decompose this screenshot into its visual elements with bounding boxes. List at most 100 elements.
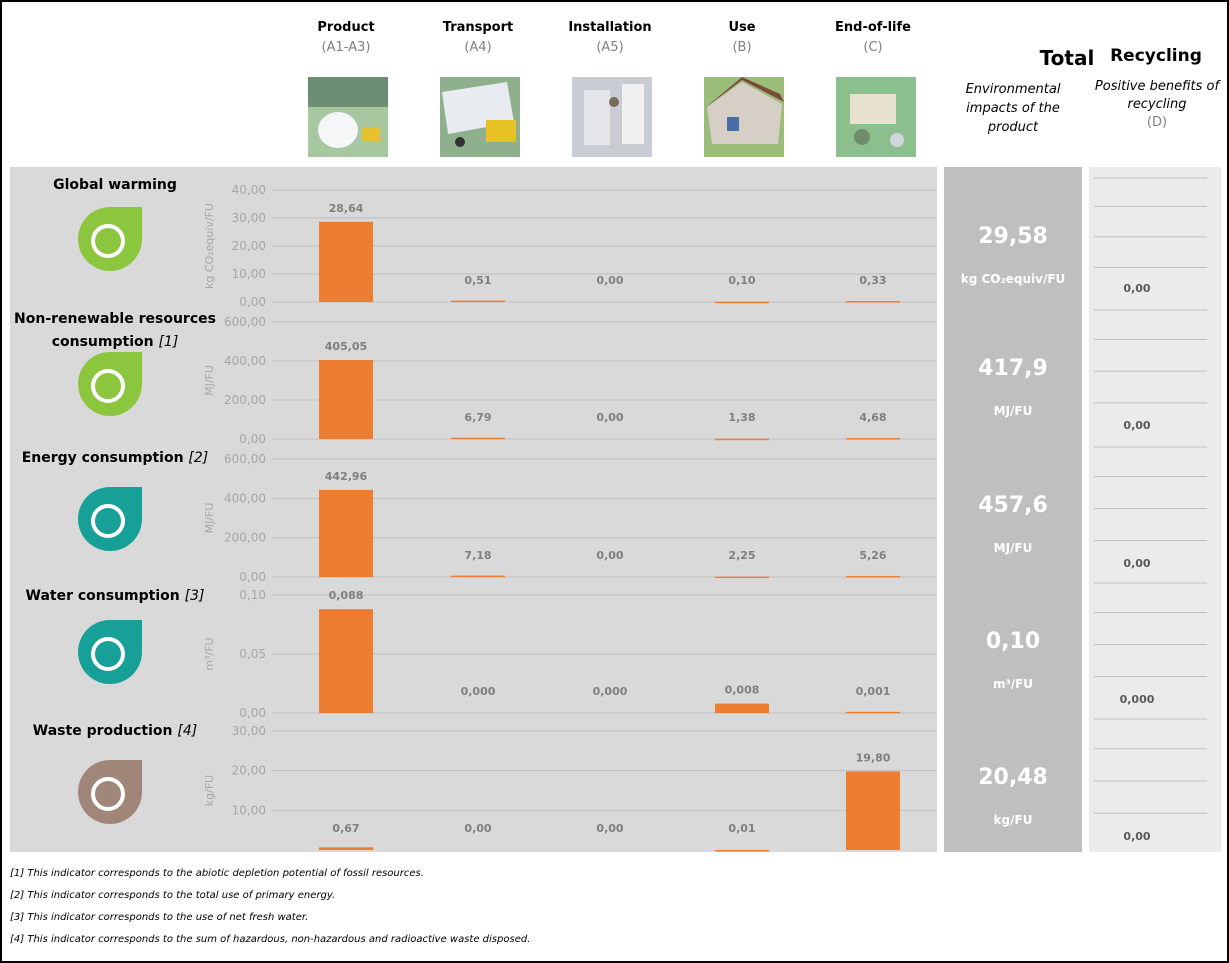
row-title-text: Water consumption: [25, 588, 180, 604]
value-label: 0,008: [725, 684, 760, 697]
value-label: 0,00: [596, 411, 623, 424]
value-label: 0,67: [332, 822, 359, 835]
icon-glyph: [91, 224, 125, 258]
stage-code: (A5): [596, 40, 624, 55]
stage-code: (C): [863, 40, 883, 55]
indicator-icon: [78, 487, 142, 551]
icon-shape: [78, 620, 142, 684]
total-subtitle: Environmental impacts of the product: [965, 82, 1061, 135]
gap: [12, 852, 120, 856]
row-title: Waste production [4]: [10, 720, 220, 743]
value-label: 0,088: [329, 589, 364, 602]
stage-image: [836, 77, 916, 157]
value-label: 5,26: [859, 549, 886, 562]
stage-image: [440, 77, 520, 157]
bar: [451, 575, 505, 578]
row-title: Water consumption [3]: [10, 585, 220, 608]
bar: [715, 703, 769, 713]
total-value: 29,58: [978, 224, 1048, 249]
y-tick-label: 10,00: [232, 267, 266, 281]
y-tick-label: 30,00: [232, 211, 266, 225]
row-title: Global warming: [10, 174, 220, 197]
recycling-title: Recycling: [1110, 46, 1202, 66]
bar: [715, 576, 769, 579]
bar: [715, 849, 769, 852]
value-label: 0,00: [596, 274, 623, 287]
bar: [715, 438, 769, 441]
y-tick-label: 400,00: [224, 491, 266, 505]
y-tick-label: 600,00: [224, 452, 266, 466]
total-value: 0,10: [985, 629, 1041, 654]
bar: [319, 609, 373, 713]
total-value: 417,9: [978, 356, 1048, 381]
row-title-text: Waste production: [32, 723, 173, 739]
footnote: [4] This indicator corresponds to the su…: [10, 934, 531, 945]
bar: [319, 847, 373, 850]
footnote: [1] This indicator corresponds to the ab…: [10, 868, 424, 879]
stage-code: (A4): [464, 40, 492, 55]
recycling-value: 0,00: [1123, 557, 1151, 570]
indicator-icon: [78, 620, 142, 684]
y-tick-label: 20,00: [232, 239, 266, 253]
value-label: 0,000: [593, 685, 628, 698]
y-axis-label: kg CO₂equiv/FU: [203, 203, 216, 289]
total-unit: m³/FU: [992, 677, 1034, 691]
y-tick-label: 0,05: [239, 647, 266, 661]
y-axis-label: MJ/FU: [203, 365, 216, 396]
icon-glyph: [91, 777, 125, 811]
stage-image: [704, 77, 784, 157]
y-tick-label: 600,00: [224, 315, 266, 329]
recycling-value: 0,000: [1119, 693, 1155, 706]
indicator-icon: [78, 760, 142, 824]
icon-glyph: [91, 637, 125, 671]
row-note: [1]: [158, 334, 179, 350]
y-tick-label: 200,00: [224, 531, 266, 545]
y-tick-label: 0,00: [239, 295, 266, 309]
icon-shape: [78, 487, 142, 551]
icon-glyph: [91, 369, 125, 403]
row-note: [4]: [177, 723, 198, 739]
total-unit: MJ/FU: [993, 404, 1033, 418]
y-tick-label: 0,10: [239, 588, 266, 602]
row-title: Energy consumption [2]: [10, 447, 220, 470]
value-label: 28,64: [329, 202, 364, 215]
recycling-column: [1089, 167, 1221, 852]
value-label: 0,33: [859, 274, 886, 287]
indicator-icon: [78, 352, 142, 416]
value-label: 0,10: [728, 274, 755, 287]
bar: [319, 221, 373, 302]
y-tick-label: 10,00: [232, 803, 266, 817]
value-label: 0,000: [461, 685, 496, 698]
value-label: 0,00: [464, 822, 491, 835]
indicator-icon: [78, 207, 142, 271]
bar: [451, 300, 505, 303]
recycling-value: 0,00: [1123, 419, 1151, 432]
footnote: [2] This indicator corresponds to the to…: [10, 890, 336, 901]
y-tick-label: 0,00: [239, 706, 266, 720]
value-label: 6,79: [464, 411, 491, 424]
stage-name: Product: [317, 20, 375, 35]
bar: [319, 489, 373, 577]
bar: [319, 360, 373, 439]
bar: [846, 575, 900, 578]
value-label: 405,05: [325, 340, 367, 353]
y-tick-label: 0,00: [239, 570, 266, 584]
total-value: 457,6: [978, 493, 1048, 518]
value-label: 0,01: [728, 822, 755, 835]
value-label: 4,68: [859, 411, 886, 424]
value-label: 0,00: [596, 549, 623, 562]
y-tick-label: 400,00: [224, 354, 266, 368]
total-value: 20,48: [978, 765, 1048, 790]
y-axis-label: kg/FU: [203, 775, 216, 806]
stage-image: [572, 77, 652, 157]
total-unit: MJ/FU: [993, 541, 1033, 555]
total-title: Total: [1039, 46, 1095, 70]
row-title-text: Non-renewable resources consumption: [14, 311, 216, 350]
y-axis-label: m³/FU: [203, 637, 216, 670]
stage-name: Transport: [442, 20, 514, 35]
y-tick-label: 20,00: [232, 764, 266, 778]
value-label: 2,25: [728, 549, 755, 562]
bar: [715, 301, 769, 304]
